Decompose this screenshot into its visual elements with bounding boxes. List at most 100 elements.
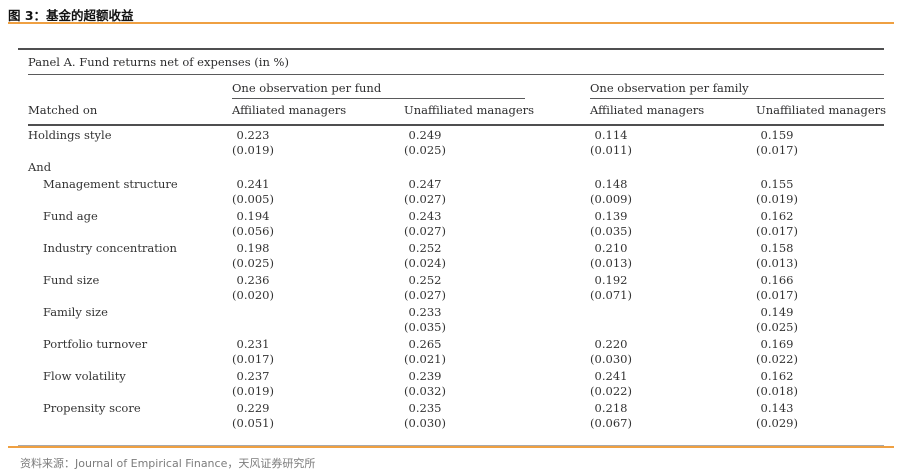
value-cell: 0.162 (0.017) xyxy=(756,207,884,239)
fund-returns-table: Panel A. Fund returns net of expenses (i… xyxy=(18,48,886,446)
value-cell: 0.252 (0.027) xyxy=(404,271,590,303)
standard-error-value: (0.067) xyxy=(590,416,632,430)
excess-return-value: 0.252 xyxy=(408,273,442,287)
value-cell: 0.241 (0.022) xyxy=(590,367,756,399)
standard-error-value: (0.027) xyxy=(404,224,446,238)
excess-return-value: 0.114 xyxy=(594,128,628,142)
standard-error-value: (0.018) xyxy=(756,384,798,398)
value-cell: 0.235 (0.030) xyxy=(404,399,590,445)
column-header-row: Matched on Affiliated managers Unaffilia… xyxy=(28,99,886,126)
excess-return-value: 0.239 xyxy=(408,369,442,383)
standard-error-value: (0.017) xyxy=(232,352,274,366)
value-cell: 0.241 (0.005) xyxy=(232,175,404,207)
standard-error-value: (0.027) xyxy=(404,288,446,302)
column-header-fund-unaffiliated: Unaffiliated managers xyxy=(404,99,590,126)
value-cell: 0.166 (0.017) xyxy=(756,271,884,303)
table-row: Flow volatility 0.237 (0.019) 0.239 (0.032) 0… xyxy=(28,367,884,399)
table-body: Holdings style 0.223 (0.019) 0.249 (0.025) 0.… xyxy=(28,125,884,445)
excess-return-value: 0.159 xyxy=(760,128,794,142)
table-row: Industry concentration 0.198 (0.025) 0.252(… xyxy=(28,239,884,271)
excess-return-value: 0.210 xyxy=(594,241,628,255)
standard-error-value: (0.025) xyxy=(756,320,798,334)
standard-error-value: (0.020) xyxy=(232,288,274,302)
excess-return-value: 0.143 xyxy=(760,401,794,415)
row-label: Holdings style xyxy=(28,128,112,142)
column-header-matched-on: Matched on xyxy=(28,99,232,126)
table-row: Fund size 0.236 (0.020) 0.252 (0.027) 0.192 (0… xyxy=(28,271,884,303)
empty-corner-cell xyxy=(28,75,232,99)
standard-error-value: (0.022) xyxy=(756,352,798,366)
excess-return-value: 0.198 xyxy=(236,241,270,255)
table-row: Fund age 0.194 (0.056) 0.243 (0.027) 0.139 (0.… xyxy=(28,207,884,239)
value-cell: 0.249 (0.025) xyxy=(404,125,590,158)
value-cell: 0.233 (0.035) xyxy=(404,303,590,335)
value-cell: 0.194 (0.056) xyxy=(232,207,404,239)
standard-error-value: (0.025) xyxy=(232,256,274,270)
value-cell: 0.229 (0.051) xyxy=(232,399,404,445)
table-row: And xyxy=(28,158,884,175)
excess-return-value: 0.158 xyxy=(760,241,794,255)
excess-return-value: 0.233 xyxy=(408,305,442,319)
row-label: Portfolio turnover xyxy=(43,337,148,351)
table-row: Holdings style 0.223 (0.019) 0.249 (0.025) 0.… xyxy=(28,125,884,158)
excess-return-value: 0.252 xyxy=(408,241,442,255)
excess-return-value: 0.223 xyxy=(236,128,270,142)
excess-return-value: 0.162 xyxy=(760,369,794,383)
value-cell xyxy=(232,158,404,175)
group-header-row: One observation per fund One observation… xyxy=(28,75,884,99)
value-cell: 0.210 (0.013) xyxy=(590,239,756,271)
accent-divider-top xyxy=(8,22,894,24)
value-cell: 0.265 (0.021) xyxy=(404,335,590,367)
standard-error-value: (0.022) xyxy=(590,384,632,398)
value-cell: 0.139 (0.035) xyxy=(590,207,756,239)
excess-return-value: 0.241 xyxy=(594,369,628,383)
standard-error-value: (0.030) xyxy=(404,416,446,430)
table-header: One observation per fund One observation… xyxy=(28,75,886,126)
excess-return-value: 0.247 xyxy=(408,177,442,191)
standard-error-value: (0.025) xyxy=(404,143,446,157)
excess-return-value: 0.243 xyxy=(408,209,442,223)
standard-error-value: (0.017) xyxy=(756,143,798,157)
row-label: Management structure xyxy=(43,177,178,191)
group-underline: One observation per fund xyxy=(232,81,525,99)
value-cell xyxy=(232,303,404,335)
table-row: Family size 0.233 (0.035) 0.149 (0.025) xyxy=(28,303,884,335)
row-label: And xyxy=(28,160,52,174)
group-label: One observation per family xyxy=(590,81,749,95)
excess-return-value: 0.166 xyxy=(760,273,794,287)
value-cell: 0.223 (0.019) xyxy=(232,125,404,158)
excess-return-value: 0.237 xyxy=(236,369,270,383)
value-cell: 0.231 (0.017) xyxy=(232,335,404,367)
value-cell: 0.218 (0.067) xyxy=(590,399,756,445)
standard-error-value: (0.019) xyxy=(232,384,274,398)
column-header-family-affiliated: Affiliated managers xyxy=(590,99,756,126)
group-underline: One observation per family xyxy=(590,81,884,99)
value-cell: 0.220 (0.030) xyxy=(590,335,756,367)
group-label: One observation per fund xyxy=(232,81,382,95)
excess-return-value: 0.235 xyxy=(408,401,442,415)
standard-error-value: (0.019) xyxy=(756,192,798,206)
value-cell: 0.149 (0.025) xyxy=(756,303,884,335)
table-row: Propensity score 0.229 (0.051) 0.235 (0.030)… xyxy=(28,399,884,445)
value-cell: 0.192 (0.071) xyxy=(590,271,756,303)
excess-return-value: 0.194 xyxy=(236,209,270,223)
excess-return-value: 0.220 xyxy=(594,337,628,351)
value-cell: 0.159 (0.017) xyxy=(756,125,884,158)
table-row: Management structure 0.241 (0.005) 0.247 (0.… xyxy=(28,175,884,207)
value-cell: 0.155 (0.019) xyxy=(756,175,884,207)
standard-error-value: (0.024) xyxy=(404,256,446,270)
standard-error-value: (0.051) xyxy=(232,416,274,430)
value-cell: 0.114 (0.011) xyxy=(590,125,756,158)
row-label: Industry concentration xyxy=(43,241,177,255)
value-cell: 0.237 (0.019) xyxy=(232,367,404,399)
value-cell xyxy=(590,158,756,175)
value-cell: 0.243 (0.027) xyxy=(404,207,590,239)
row-label: Fund size xyxy=(43,273,100,287)
value-cell xyxy=(404,158,590,175)
row-label: Fund age xyxy=(43,209,98,223)
standard-error-value: (0.019) xyxy=(232,143,274,157)
standard-error-value: (0.056) xyxy=(232,224,274,238)
standard-error-value: (0.017) xyxy=(756,224,798,238)
table-top-rule xyxy=(18,48,884,50)
standard-error-value: (0.021) xyxy=(404,352,446,366)
